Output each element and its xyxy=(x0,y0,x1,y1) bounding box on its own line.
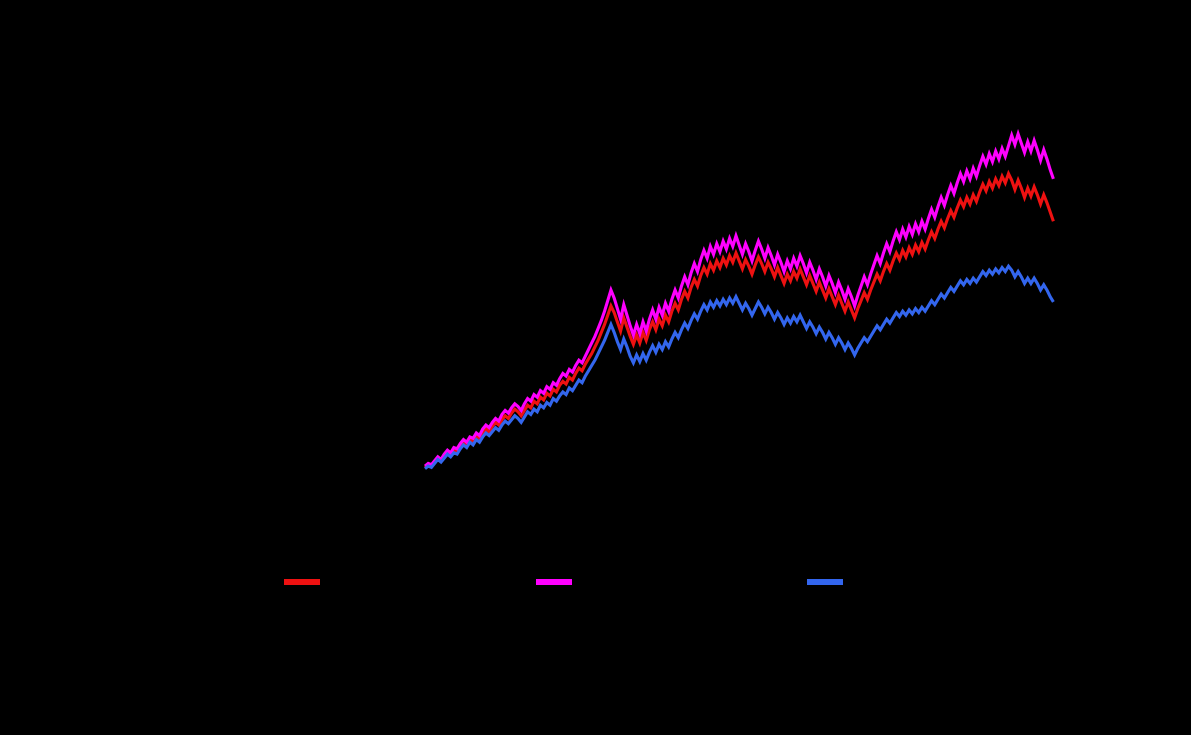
y-tick-label: 2.5 xyxy=(381,131,402,147)
series-line-strategy xyxy=(424,169,1055,469)
x-tick-label: 2019 xyxy=(834,481,868,496)
legend-label: Strategy xyxy=(328,574,385,589)
legend-swatch-strategy xyxy=(283,578,320,585)
x-tick-label: 2016 xyxy=(515,481,549,496)
chart-legend[interactable]: Strategy Benchmark Baseline xyxy=(0,574,1191,589)
legend-swatch-benchmark xyxy=(536,578,573,585)
x-tick-label: 2020 xyxy=(940,481,974,496)
legend-label: Benchmark xyxy=(581,574,656,589)
x-axis-label: Date xyxy=(578,673,613,689)
legend-swatch-baseline xyxy=(807,578,844,585)
legend-entry-strategy[interactable]: Strategy xyxy=(283,574,385,589)
series-line-benchmark xyxy=(424,128,1055,468)
x-tick-label: 2018 xyxy=(728,481,762,496)
y-tick-label: 1.5 xyxy=(381,263,402,279)
y-tick-label: 2.0 xyxy=(381,197,402,213)
legend-label: Baseline xyxy=(852,574,908,589)
y-tick-label: 0.0 xyxy=(381,462,402,477)
series-line-baseline xyxy=(424,263,1055,470)
legend-entry-baseline[interactable]: Baseline xyxy=(807,574,907,589)
x-tick-label: 2021 xyxy=(1047,481,1081,496)
y-tick-label: 1.0 xyxy=(381,329,402,345)
legend-entry-benchmark[interactable]: Benchmark xyxy=(536,574,655,589)
x-tick-label: 2017 xyxy=(621,481,655,496)
y-tick-label: 0.5 xyxy=(381,395,402,411)
series-group xyxy=(424,128,1055,470)
chart-title: Cumulative Returns xyxy=(511,30,680,50)
x-tick-label: 2015 xyxy=(409,481,443,496)
